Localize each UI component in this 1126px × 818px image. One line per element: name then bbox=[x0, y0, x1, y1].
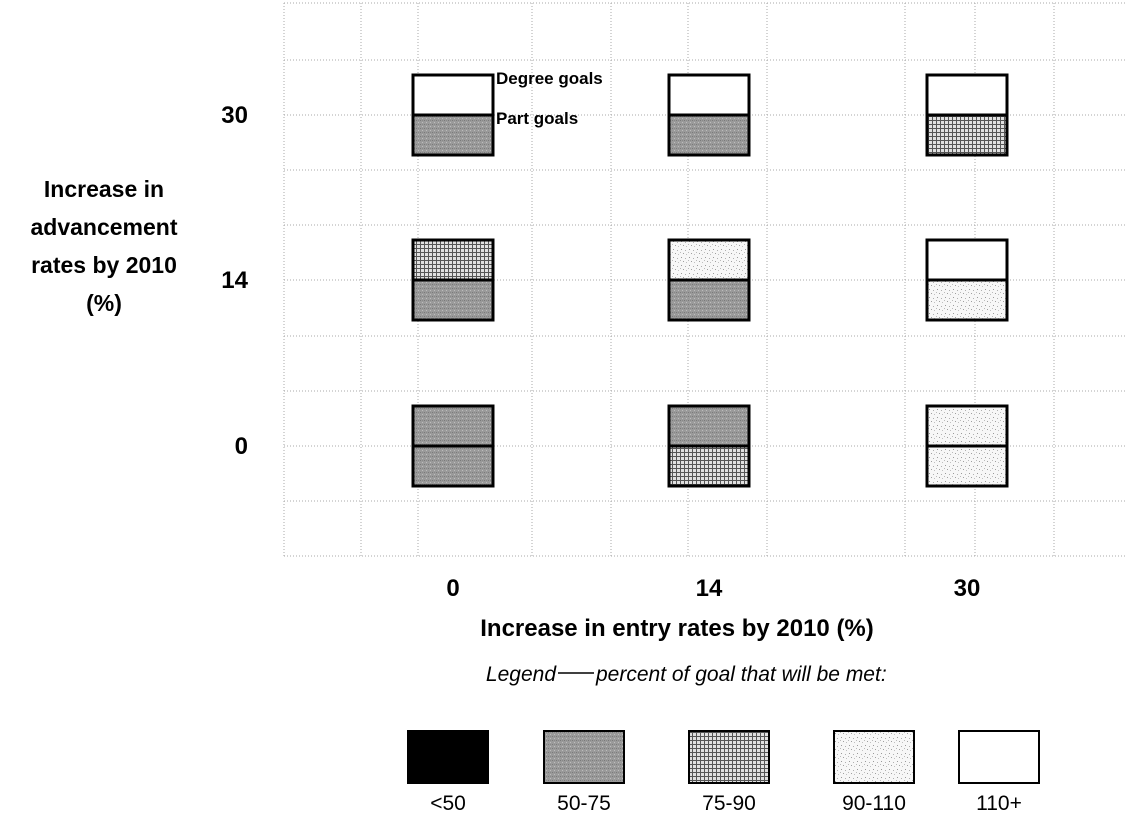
x-tick-label: 14 bbox=[696, 575, 723, 602]
x-axis-title: Increase in entry rates by 2010 (%) bbox=[480, 615, 874, 642]
degree-goals-mark bbox=[669, 240, 749, 280]
degree-goals-mark bbox=[927, 240, 1007, 280]
y-axis-title-line-4: (%) bbox=[86, 290, 122, 316]
part-goals-mark bbox=[927, 115, 1007, 155]
part-goals-mark bbox=[413, 115, 493, 155]
legend-title-right: percent of goal that will be met: bbox=[595, 663, 887, 686]
legend-label: 110+ bbox=[976, 792, 1022, 815]
cell-30-0 bbox=[925, 404, 1009, 488]
legend-swatch bbox=[407, 730, 489, 784]
legend-label: 50-75 bbox=[557, 792, 611, 815]
part-goals-label: Part goals bbox=[496, 109, 578, 128]
y-tick-label: 0 bbox=[235, 433, 248, 460]
legend-title: Legend percent of goal that will be met: bbox=[486, 663, 887, 686]
part-goals-mark bbox=[413, 446, 493, 486]
cell-14-14 bbox=[667, 238, 751, 322]
legend-swatch bbox=[543, 730, 625, 784]
part-goals-mark bbox=[927, 446, 1007, 486]
part-goals-mark bbox=[927, 280, 1007, 320]
legend-label: 75-90 bbox=[702, 792, 756, 815]
legend-swatch bbox=[833, 730, 915, 784]
legend-item: 110+ bbox=[958, 730, 1040, 815]
legend-item: 50-75 bbox=[543, 730, 625, 815]
cell-30-14 bbox=[925, 238, 1009, 322]
y-axis-title-line-2: advancement bbox=[30, 214, 177, 240]
chart-cells: 0 14 30 30 14 0 Degree goals Part goals bbox=[221, 69, 1009, 602]
degree-goals-label: Degree goals bbox=[496, 69, 603, 88]
cell-30-30 bbox=[925, 73, 1009, 157]
x-tick-label: 30 bbox=[954, 575, 981, 602]
degree-goals-mark bbox=[927, 75, 1007, 115]
degree-goals-mark bbox=[413, 406, 493, 446]
part-goals-mark bbox=[669, 446, 749, 486]
cell-annotations: Degree goals Part goals bbox=[496, 69, 603, 128]
legend-item: 90-110 bbox=[833, 730, 915, 815]
cell-14-0 bbox=[667, 404, 751, 488]
part-goals-mark bbox=[669, 280, 749, 320]
legend-swatch bbox=[958, 730, 1040, 784]
part-goals-mark bbox=[413, 280, 493, 320]
cell-14-30 bbox=[667, 73, 751, 157]
degree-goals-mark bbox=[669, 406, 749, 446]
part-goals-mark bbox=[669, 115, 749, 155]
legend-title-left: Legend bbox=[486, 663, 557, 686]
cell-0-30 bbox=[411, 73, 495, 157]
degree-goals-mark bbox=[413, 75, 493, 115]
y-axis-title-line-1: Increase in bbox=[44, 176, 164, 202]
degree-goals-mark bbox=[927, 406, 1007, 446]
degree-goals-mark bbox=[669, 75, 749, 115]
y-tick-label: 30 bbox=[221, 102, 248, 129]
legend-item: 75-90 bbox=[688, 730, 770, 815]
y-axis-title-line-3: rates by 2010 bbox=[31, 252, 177, 278]
legend-label: <50 bbox=[430, 792, 466, 815]
legend-label: 90-110 bbox=[842, 792, 906, 815]
y-tick-label: 14 bbox=[221, 267, 248, 294]
degree-goals-mark bbox=[413, 240, 493, 280]
legend: <50 50-75 75-90 90-110 110+ bbox=[407, 730, 1040, 815]
x-tick-label: 0 bbox=[446, 575, 459, 602]
y-axis-title: Increase in advancement rates by 2010 (%… bbox=[30, 176, 177, 316]
legend-item: <50 bbox=[407, 730, 489, 815]
cell-0-0 bbox=[411, 404, 495, 488]
cell-0-14 bbox=[411, 238, 495, 322]
legend-swatch bbox=[688, 730, 770, 784]
